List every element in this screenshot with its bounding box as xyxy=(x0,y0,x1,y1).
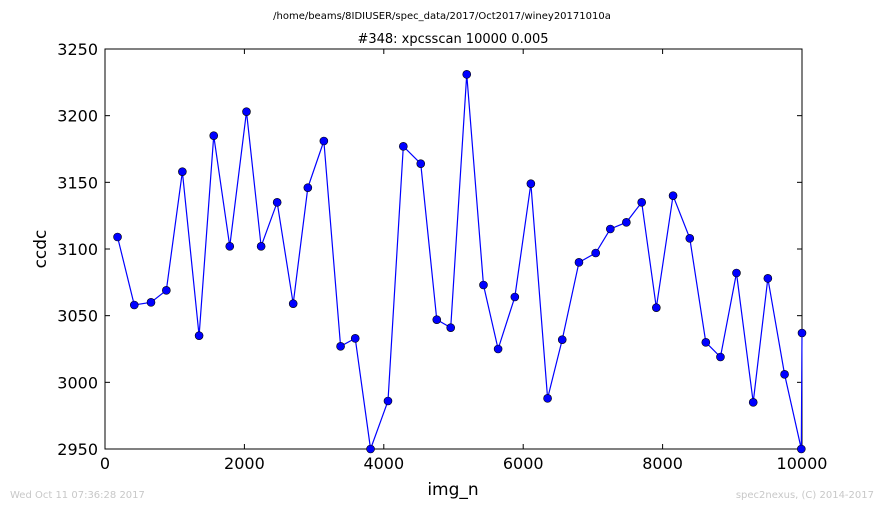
x-tick-label: 8000 xyxy=(642,454,683,473)
data-point xyxy=(366,444,375,454)
data-point xyxy=(637,198,646,207)
data-point xyxy=(319,136,329,146)
x-tick-label: 2000 xyxy=(224,454,265,473)
data-point xyxy=(574,258,584,267)
x-tick-label: 4000 xyxy=(363,454,404,473)
data-point xyxy=(797,444,806,454)
plot-area: 0 2000 4000 6000 8000 10000 2950 3000 3050 3100 31… xyxy=(57,40,827,473)
data-point xyxy=(622,218,631,227)
data-point xyxy=(716,352,725,362)
x-axis-label: img_n xyxy=(427,480,478,500)
data-point xyxy=(446,323,456,332)
y-tick-label: 3000 xyxy=(57,373,98,392)
axes-frame xyxy=(104,48,803,450)
data-point xyxy=(652,303,661,312)
data-point xyxy=(194,331,204,340)
data-point xyxy=(416,159,426,168)
data-point xyxy=(178,167,187,176)
file-path-title: /home/beams/8IDIUSER/spec_data/2017/Oct2… xyxy=(273,11,611,22)
data-point xyxy=(526,179,536,188)
data-point xyxy=(780,370,789,379)
y-tick-label: 3100 xyxy=(57,240,98,259)
y-tick-label: 3050 xyxy=(57,307,98,326)
data-point xyxy=(399,142,408,151)
x-tick-label: 0 xyxy=(100,454,110,473)
data-point xyxy=(209,131,219,140)
x-tick-label: 6000 xyxy=(503,454,544,473)
data-point xyxy=(462,70,472,79)
data-point xyxy=(763,274,773,283)
y-axis-label: ccdc xyxy=(31,230,51,269)
credit-footer: spec2nexus, (C) 2014-2017 xyxy=(736,490,874,501)
data-point xyxy=(668,191,678,200)
data-point xyxy=(113,232,122,242)
data-point xyxy=(272,198,282,207)
data-point xyxy=(557,335,567,344)
data-point xyxy=(432,315,442,324)
data-point xyxy=(288,299,298,308)
data-point xyxy=(493,344,503,354)
data-point xyxy=(510,292,520,302)
data-point xyxy=(748,398,758,407)
y-tick-label: 3250 xyxy=(57,40,98,59)
data-point xyxy=(543,394,552,403)
data-point xyxy=(336,342,345,351)
data-point xyxy=(350,334,360,343)
data-point xyxy=(225,242,235,251)
data-point xyxy=(797,328,807,338)
y-tick-label: 3200 xyxy=(57,107,98,126)
data-point xyxy=(303,183,313,192)
y-tick-label: 3150 xyxy=(57,173,98,192)
data-point xyxy=(685,234,695,243)
data-point xyxy=(129,300,139,310)
data-point xyxy=(479,280,488,290)
data-point xyxy=(256,242,266,251)
data-point xyxy=(383,396,393,406)
data-point xyxy=(146,298,156,307)
data-point xyxy=(591,248,600,258)
data-point xyxy=(162,286,171,295)
data-point xyxy=(701,338,711,347)
y-tick-label: 2950 xyxy=(57,440,98,459)
x-tick-label: 10000 xyxy=(777,454,828,473)
plot-title: #348: xpcsscan 10000 0.005 xyxy=(357,32,548,47)
data-point xyxy=(242,107,251,116)
data-point xyxy=(606,224,615,234)
series-line xyxy=(116,74,803,450)
timestamp-footer: Wed Oct 11 07:36:28 2017 xyxy=(10,490,145,501)
data-point xyxy=(732,268,741,278)
